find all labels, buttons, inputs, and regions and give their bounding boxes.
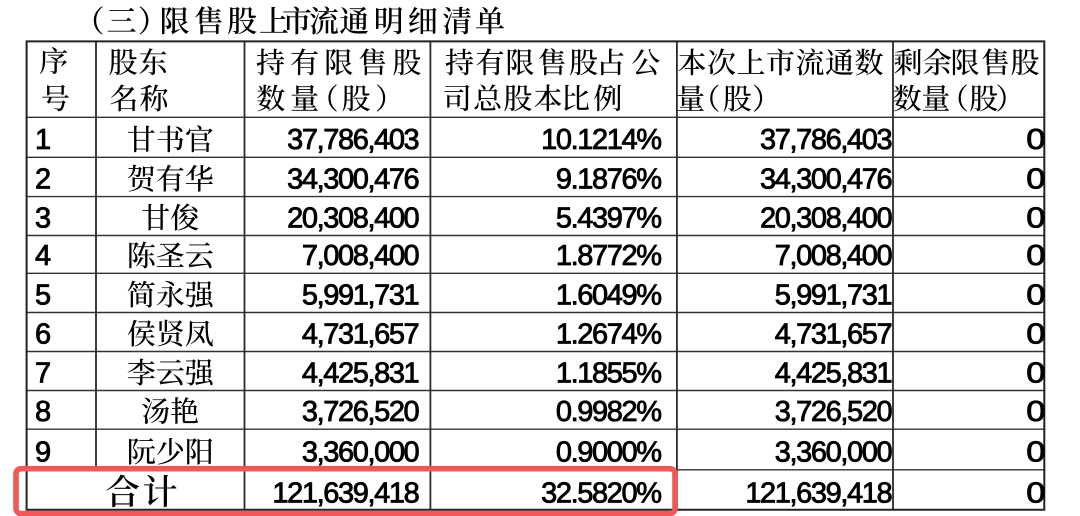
- svg-text:0.9982%: 0.9982%: [556, 396, 661, 428]
- svg-text:5,991,731: 5,991,731: [302, 279, 419, 311]
- svg-text:7,008,400: 7,008,400: [302, 240, 419, 272]
- svg-text:32.5820%: 32.5820%: [541, 477, 661, 509]
- svg-text:9: 9: [35, 437, 50, 469]
- svg-text:4,425,831: 4,425,831: [775, 357, 892, 389]
- svg-text:1.1855%: 1.1855%: [556, 357, 661, 389]
- svg-text:121,639,418: 121,639,418: [745, 477, 891, 509]
- svg-text:0: 0: [1026, 357, 1044, 389]
- svg-text:1.8772%: 1.8772%: [556, 240, 661, 272]
- svg-text:34,300,476: 34,300,476: [760, 163, 891, 195]
- svg-text:0: 0: [1026, 124, 1044, 156]
- svg-text:20,308,400: 20,308,400: [287, 202, 418, 234]
- svg-text:3,360,000: 3,360,000: [302, 437, 419, 469]
- svg-text:1.2674%: 1.2674%: [556, 318, 661, 350]
- svg-text:3,726,520: 3,726,520: [302, 396, 419, 428]
- svg-text:5.4397%: 5.4397%: [556, 202, 661, 234]
- svg-text:5: 5: [35, 279, 50, 311]
- svg-text:4,731,657: 4,731,657: [775, 318, 892, 350]
- svg-text:4,731,657: 4,731,657: [302, 318, 419, 350]
- svg-text:34,300,476: 34,300,476: [287, 163, 418, 195]
- svg-text:6: 6: [35, 318, 50, 350]
- svg-text:0: 0: [1026, 240, 1044, 272]
- svg-text:7: 7: [35, 357, 50, 389]
- svg-text:0: 0: [1026, 318, 1044, 350]
- svg-text:121,639,418: 121,639,418: [272, 477, 418, 509]
- svg-text:0: 0: [1026, 202, 1044, 234]
- svg-text:0: 0: [1026, 396, 1044, 428]
- svg-text:3: 3: [35, 202, 50, 234]
- svg-text:1: 1: [35, 124, 50, 156]
- svg-text:1.6049%: 1.6049%: [556, 279, 661, 311]
- svg-text:0: 0: [1026, 163, 1044, 195]
- svg-text:8: 8: [35, 396, 50, 428]
- svg-text:9.1876%: 9.1876%: [556, 163, 661, 195]
- svg-text:37,786,403: 37,786,403: [760, 124, 891, 156]
- svg-text:2: 2: [35, 163, 50, 195]
- svg-text:4,425,831: 4,425,831: [302, 357, 419, 389]
- svg-text:3,360,000: 3,360,000: [775, 437, 892, 469]
- svg-text:37,786,403: 37,786,403: [287, 124, 418, 156]
- svg-text:3,726,520: 3,726,520: [775, 396, 892, 428]
- svg-text:5,991,731: 5,991,731: [775, 279, 892, 311]
- svg-text:0.9000%: 0.9000%: [556, 437, 661, 469]
- svg-text:0: 0: [1026, 279, 1044, 311]
- svg-text:7,008,400: 7,008,400: [775, 240, 892, 272]
- svg-text:20,308,400: 20,308,400: [760, 202, 891, 234]
- svg-text:4: 4: [35, 240, 51, 272]
- svg-text:10.1214%: 10.1214%: [541, 124, 661, 156]
- svg-text:0: 0: [1026, 477, 1044, 509]
- svg-text:0: 0: [1026, 437, 1044, 469]
